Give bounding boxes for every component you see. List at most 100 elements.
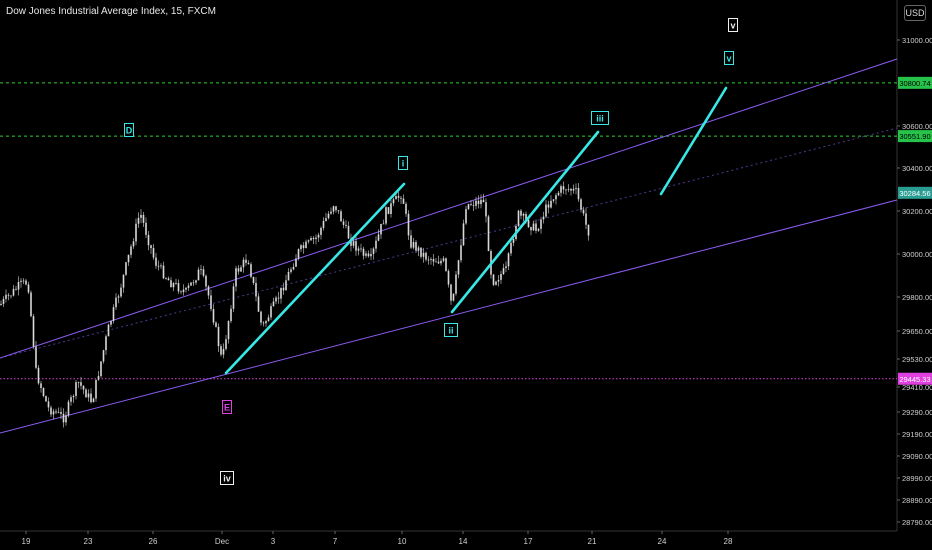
candle-body — [487, 216, 490, 251]
candle-body — [192, 282, 195, 284]
candle — [495, 280, 497, 286]
candle-body — [127, 254, 130, 263]
y-tick-label: 29800.00 — [902, 293, 932, 302]
wave-label-text: D — [126, 126, 133, 136]
candle-body — [232, 286, 235, 309]
candle-body — [527, 219, 530, 228]
candle — [455, 270, 457, 296]
candle-body — [50, 407, 52, 415]
candle-body — [445, 258, 447, 271]
candle — [447, 269, 450, 288]
candle — [257, 293, 260, 312]
candle-body — [202, 269, 205, 276]
y-tick-label: 30600.00 — [902, 122, 932, 131]
candle-body — [235, 268, 237, 287]
candle — [307, 239, 310, 244]
candle-body — [130, 246, 132, 255]
candle-body — [392, 199, 395, 204]
candle — [270, 303, 272, 321]
x-tick-label: 7 — [333, 537, 338, 546]
candle-body — [400, 197, 402, 199]
candle-body — [227, 321, 230, 340]
candle — [330, 207, 332, 215]
candle-body — [10, 295, 12, 297]
candle-body — [370, 253, 372, 257]
candle-body — [585, 213, 587, 225]
candle-body — [567, 188, 570, 190]
candle-body — [207, 286, 210, 296]
candle — [245, 254, 247, 266]
candle-body — [72, 395, 75, 398]
candle — [180, 290, 182, 295]
candle-body — [382, 223, 385, 225]
candle-body — [35, 346, 37, 368]
y-tick-label: 29290.00 — [902, 408, 932, 417]
candle — [37, 364, 40, 385]
x-tick-label: Dec — [215, 537, 229, 546]
candle — [567, 184, 570, 193]
candle-body — [517, 210, 520, 226]
candle-body — [132, 241, 135, 247]
candle — [540, 216, 542, 234]
candle-body — [25, 280, 27, 285]
candle-body — [465, 209, 467, 224]
candle-body — [177, 283, 180, 292]
candle-body — [82, 385, 85, 390]
candle — [235, 265, 237, 292]
y-tick-label: 29190.00 — [902, 430, 932, 439]
candle-body — [30, 292, 32, 317]
wave-label-text: iii — [596, 114, 604, 124]
candle-body — [282, 287, 285, 291]
candle-body — [182, 289, 185, 293]
candle-body — [540, 219, 542, 229]
candle-body — [345, 224, 347, 226]
candle-body — [407, 213, 410, 236]
candle-body — [270, 306, 272, 318]
candle — [192, 279, 195, 286]
candle — [115, 293, 117, 310]
candle-body — [0, 303, 2, 305]
candle — [260, 310, 262, 326]
candle — [102, 349, 105, 364]
wave-label-box — [724, 51, 734, 65]
candle-body — [292, 266, 295, 270]
candle — [312, 236, 315, 244]
candle — [95, 379, 97, 402]
candle-body — [312, 238, 315, 240]
candle-body — [297, 249, 300, 259]
candle-body — [190, 282, 192, 286]
candle-body — [125, 262, 127, 275]
candle — [232, 283, 235, 313]
candle — [57, 407, 60, 414]
price-tag: 30551.90 — [898, 130, 932, 143]
candle-body — [332, 206, 335, 212]
wave-label: ii — [444, 323, 458, 337]
candle-body — [362, 248, 365, 256]
price-tag-text: 30551.90 — [899, 132, 930, 141]
candle-body — [432, 259, 435, 262]
candle — [157, 260, 160, 271]
candle — [237, 265, 240, 275]
candle — [452, 293, 455, 302]
wave-line — [659, 86, 728, 196]
candle-body — [172, 283, 175, 288]
candle — [215, 321, 217, 328]
candle-body — [547, 204, 550, 208]
candle-body — [62, 413, 65, 423]
candle — [530, 226, 532, 236]
candle-body — [65, 415, 67, 423]
currency-button[interactable]: USD — [904, 5, 926, 21]
candle-body — [162, 265, 165, 279]
candle — [380, 223, 382, 239]
candle — [255, 277, 257, 302]
candle-body — [355, 241, 357, 251]
candle-body — [535, 223, 537, 231]
candle-body — [302, 245, 305, 249]
channel-median-line — [0, 127, 898, 359]
candle-body — [147, 234, 150, 246]
candle — [55, 408, 57, 415]
candle-body — [47, 401, 50, 408]
candle — [202, 266, 205, 278]
candle — [120, 283, 122, 298]
